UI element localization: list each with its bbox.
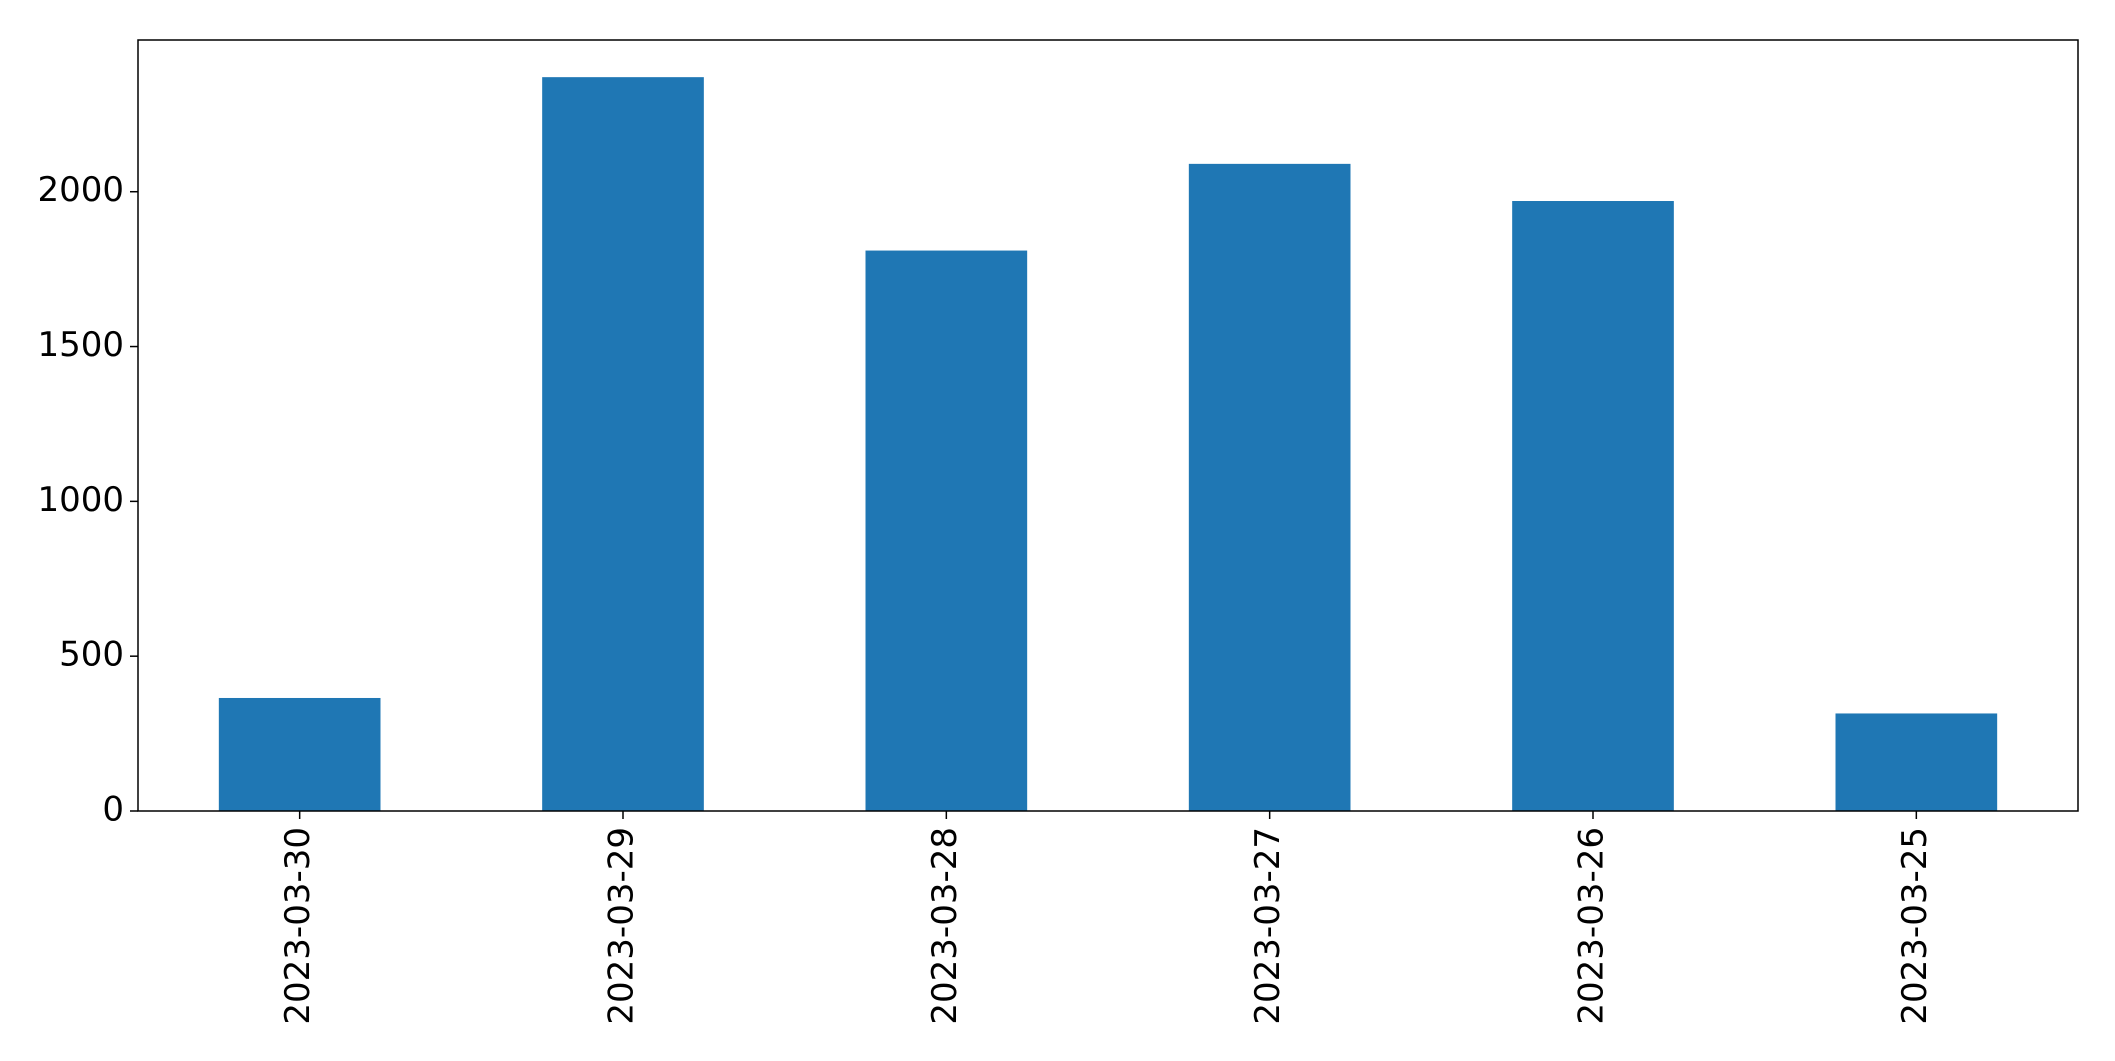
bar xyxy=(1188,163,1351,812)
x-tick-label: 2023-03-27 xyxy=(1248,827,1288,1025)
y-tick-label: 1000 xyxy=(37,480,124,520)
y-tick-label: 0 xyxy=(102,790,124,830)
bars-group xyxy=(218,77,1998,812)
y-tick-label: 2000 xyxy=(37,170,124,210)
x-axis: 2023-03-30 2023-03-29 2023-03-28 2023-03-27… xyxy=(278,811,1935,1025)
bar xyxy=(1835,713,1998,811)
bar xyxy=(865,250,1028,812)
bar xyxy=(1512,201,1674,811)
y-axis: 0 500 1000 1500 2000 xyxy=(37,170,138,830)
x-tick-label: 2023-03-30 xyxy=(278,827,318,1025)
x-tick-label: 2023-03-29 xyxy=(602,827,642,1025)
x-tick-label: 2023-03-28 xyxy=(925,827,965,1025)
bar xyxy=(542,77,704,811)
plot-area-frame xyxy=(137,39,2079,812)
x-tick-label: 2023-03-25 xyxy=(1895,827,1935,1025)
y-tick-label: 500 xyxy=(59,635,124,675)
bar xyxy=(218,697,381,811)
y-tick-label: 1500 xyxy=(37,325,124,365)
x-tick-label: 2023-03-26 xyxy=(1572,827,1612,1025)
